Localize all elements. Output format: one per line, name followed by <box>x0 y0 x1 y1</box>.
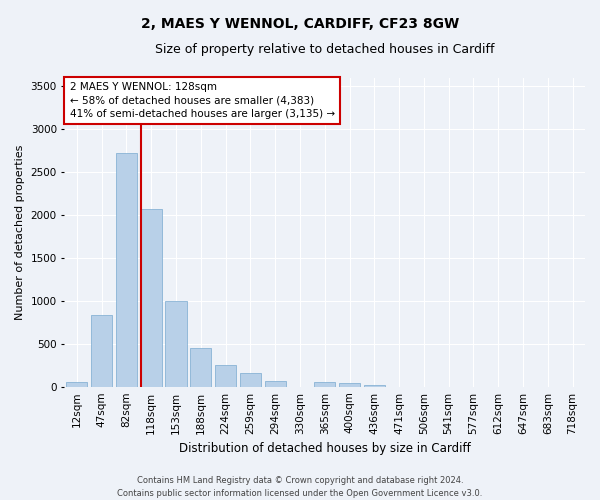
X-axis label: Distribution of detached houses by size in Cardiff: Distribution of detached houses by size … <box>179 442 470 455</box>
Bar <box>116 153 137 386</box>
Bar <box>215 365 236 386</box>
Bar <box>314 382 335 386</box>
Bar <box>140 209 162 386</box>
Bar <box>240 374 261 386</box>
Bar <box>67 382 88 386</box>
Title: Size of property relative to detached houses in Cardiff: Size of property relative to detached ho… <box>155 42 494 56</box>
Bar <box>265 381 286 386</box>
Bar <box>364 384 385 386</box>
Bar <box>166 301 187 386</box>
Bar <box>91 314 112 386</box>
Text: 2, MAES Y WENNOL, CARDIFF, CF23 8GW: 2, MAES Y WENNOL, CARDIFF, CF23 8GW <box>141 18 459 32</box>
Bar <box>339 383 360 386</box>
Y-axis label: Number of detached properties: Number of detached properties <box>15 144 25 320</box>
Text: 2 MAES Y WENNOL: 128sqm
← 58% of detached houses are smaller (4,383)
41% of semi: 2 MAES Y WENNOL: 128sqm ← 58% of detache… <box>70 82 335 118</box>
Text: Contains HM Land Registry data © Crown copyright and database right 2024.
Contai: Contains HM Land Registry data © Crown c… <box>118 476 482 498</box>
Bar <box>190 348 211 387</box>
